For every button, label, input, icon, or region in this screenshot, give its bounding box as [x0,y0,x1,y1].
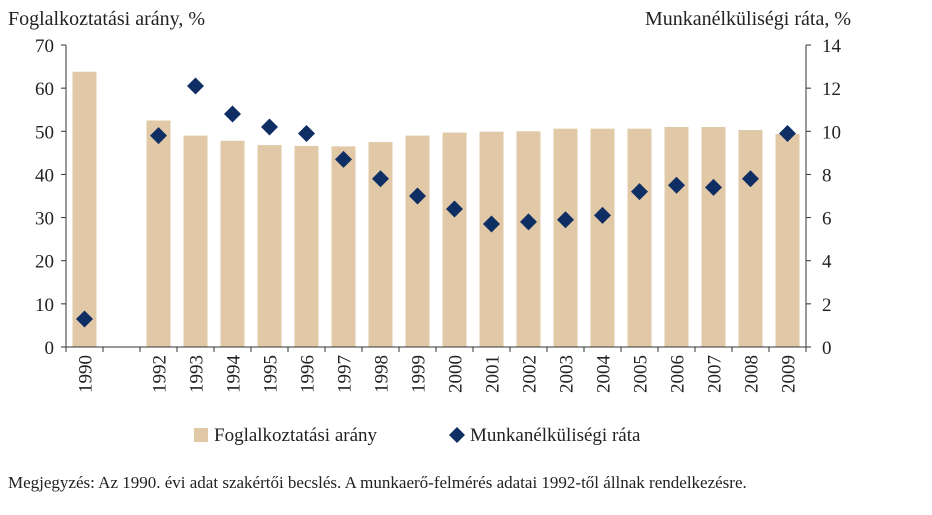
x-tick-label: 2000 [446,355,467,393]
right-tick-label: 10 [822,122,841,143]
bar-1996 [294,145,319,347]
x-tick-label: 2002 [520,355,541,393]
left-tick-label: 30 [35,209,54,230]
marker-2008 [742,170,759,188]
bar-2006 [664,126,689,347]
marker-2005 [631,183,648,201]
x-tick-label: 2008 [742,355,763,393]
x-tick-label: 1995 [261,355,282,393]
marker-2006 [668,176,685,194]
right-tick-label: 12 [822,79,841,100]
legend: Foglalkoztatási arány Munkanélküliségi r… [194,425,641,446]
footnote: Megjegyzés: Az 1990. évi adat szakértői … [8,473,747,492]
left-tick-label: 0 [45,338,55,359]
left-tick-label: 10 [35,295,54,316]
marker-1992 [150,127,167,145]
x-tick-label: 1993 [187,355,208,393]
bar-1992 [146,120,171,347]
left-tick-label: 20 [35,252,54,273]
x-tick-label: 1999 [409,355,430,393]
bar-1995 [257,145,282,347]
bar-2004 [590,128,615,347]
bar-2009 [775,133,800,347]
marker-1994 [224,105,241,123]
combo-chart: Foglalkoztatási arány, % Munkanélküliség… [8,8,851,446]
marker-2000 [446,200,463,218]
left-tick-label: 70 [35,36,54,57]
right-tick-label: 6 [822,209,832,230]
x-tick-label: 2004 [594,355,615,394]
marker-2001 [483,215,500,233]
bar-2007 [701,126,726,347]
x-tick-label: 2001 [483,355,504,393]
x-tick-label: 2007 [705,355,726,393]
left-tick-label: 40 [35,165,54,186]
bar-2000 [442,132,467,347]
marker-1999 [409,187,426,205]
x-tick-label: 1990 [76,355,97,393]
x-tick-label: 1998 [372,355,393,393]
bar-2005 [627,128,652,347]
bar-1990 [72,71,97,348]
marker-2009 [779,124,796,142]
left-tick-label: 60 [35,79,54,100]
bar-2003 [553,128,578,347]
bar-1997 [331,146,356,347]
x-tick-label: 1996 [298,355,319,393]
marker-series [76,77,796,328]
x-tick-label: 1994 [224,355,245,394]
x-tick-label: 2006 [668,355,689,393]
right-tick-label: 0 [822,338,832,359]
marker-1995 [261,118,278,136]
marker-1997 [335,150,352,168]
legend-bar-label: Foglalkoztatási arány [214,425,378,446]
right-tick-label: 8 [822,165,832,186]
marker-2007 [705,178,722,196]
x-tick-label: 2005 [631,355,652,393]
legend-marker-swatch [449,427,465,443]
right-axis-title: Munkanélküliségi ráta, % [645,8,851,30]
marker-1990 [76,310,93,328]
left-tick-label: 50 [35,122,54,143]
bar-series [72,71,800,348]
x-tick-label: 2003 [557,355,578,393]
marker-1996 [298,124,315,142]
bar-2008 [738,129,763,347]
left-axis-title: Foglalkoztatási arány, % [8,8,205,30]
legend-bar-swatch [194,428,208,442]
right-tick-label: 2 [822,295,832,316]
x-tick-label: 1997 [335,355,356,393]
bar-2002 [516,131,541,347]
x-tick-label: 1992 [150,355,171,393]
bar-1999 [405,135,430,347]
bar-1993 [183,135,208,347]
right-tick-label: 14 [822,36,842,57]
axes: 0 10 20 30 40 50 60 70 0 2 4 6 8 10 12 14 1990 1992 1993 19… [35,36,842,393]
bar-2001 [479,131,504,347]
marker-2003 [557,211,574,229]
marker-1998 [372,170,389,188]
x-tick-label: 2009 [779,355,800,393]
legend-marker-label: Munkanélküliségi ráta [470,425,641,446]
marker-2004 [594,206,611,224]
marker-2002 [520,213,537,231]
marker-1993 [187,77,204,95]
right-tick-label: 4 [822,252,832,273]
bar-1994 [220,140,245,347]
